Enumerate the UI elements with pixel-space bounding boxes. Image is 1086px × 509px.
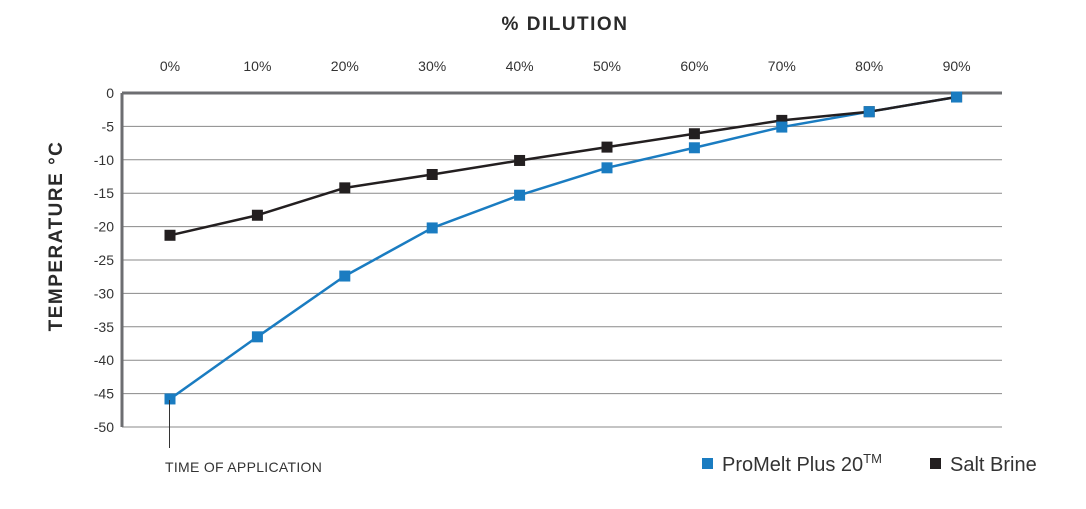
annotation-time-of-application: TIME OF APPLICATION [165, 459, 322, 475]
x-tick-label: 60% [680, 58, 708, 74]
y-tick-label: -25 [94, 252, 114, 268]
legend-label-promelt-tm: TM [863, 451, 882, 466]
legend-label-promelt-name: ProMelt Plus 20 [722, 454, 863, 476]
y-tick-labels: 0 -5 -10 -15 -20 -25 -30 -35 -40 -45 -50 [94, 85, 114, 435]
x-tick-label: 10% [243, 58, 271, 74]
data-point-promelt-plus-20 [776, 121, 788, 133]
legend-swatch-salt-brine [930, 458, 941, 469]
data-point-promelt-plus-20 [951, 91, 963, 103]
data-point-promelt-plus-20 [863, 106, 875, 118]
data-point-salt-brine [426, 168, 438, 180]
x-tick-label: 30% [418, 58, 446, 74]
data-point-salt-brine [514, 154, 526, 166]
x-axis-title: % DILUTION [502, 14, 629, 35]
series-line-promelt-plus-20 [169, 95, 957, 400]
y-tick-label: 0 [106, 85, 114, 101]
data-point-promelt-plus-20 [426, 222, 438, 234]
x-tick-label: 80% [855, 58, 883, 74]
legend-label-salt-brine: Salt Brine [950, 454, 1037, 476]
x-tick-labels: 0% 10% 20% 30% 40% 50% 60% 70% 80% 90% [160, 58, 971, 74]
series-line-salt-brine [169, 95, 957, 237]
y-tick-label: -30 [94, 285, 114, 301]
data-point-salt-brine [776, 114, 788, 126]
x-tick-label: 90% [943, 58, 971, 74]
y-tick-label: -20 [94, 219, 114, 235]
data-point-salt-brine [164, 229, 176, 241]
data-point-salt-brine [251, 209, 263, 221]
series-markers [164, 91, 963, 405]
y-tick-label: -35 [94, 319, 114, 335]
data-point-promelt-plus-20 [688, 142, 700, 154]
data-point-salt-brine [688, 128, 700, 140]
data-point-promelt-plus-20 [514, 189, 526, 201]
data-point-promelt-plus-20 [601, 162, 613, 174]
data-point-promelt-plus-20 [251, 331, 263, 343]
series-lines [169, 95, 957, 400]
x-tick-label: 70% [768, 58, 796, 74]
data-point-promelt-plus-20 [339, 270, 351, 282]
y-axis-title: TEMPERATURE °C [46, 141, 67, 332]
y-tick-label: -45 [94, 386, 114, 402]
y-tick-label: -50 [94, 419, 114, 435]
data-point-promelt-plus-20 [164, 393, 176, 405]
legend-label-promelt: ProMelt Plus 20TM [722, 451, 882, 476]
y-tick-label: -40 [94, 352, 114, 368]
y-tick-label: -5 [102, 118, 115, 134]
y-tick-label: -10 [94, 152, 114, 168]
data-point-salt-brine [601, 141, 613, 153]
data-point-salt-brine [339, 182, 351, 194]
x-tick-label: 0% [160, 58, 180, 74]
x-tick-label: 50% [593, 58, 621, 74]
x-tick-label: 40% [506, 58, 534, 74]
legend-swatch-promelt [702, 458, 713, 469]
x-tick-label: 20% [331, 58, 359, 74]
y-tick-label: -15 [94, 185, 114, 201]
gridlines [120, 91, 1002, 428]
legend: ProMelt Plus 20TM Salt Brine [702, 451, 1037, 476]
